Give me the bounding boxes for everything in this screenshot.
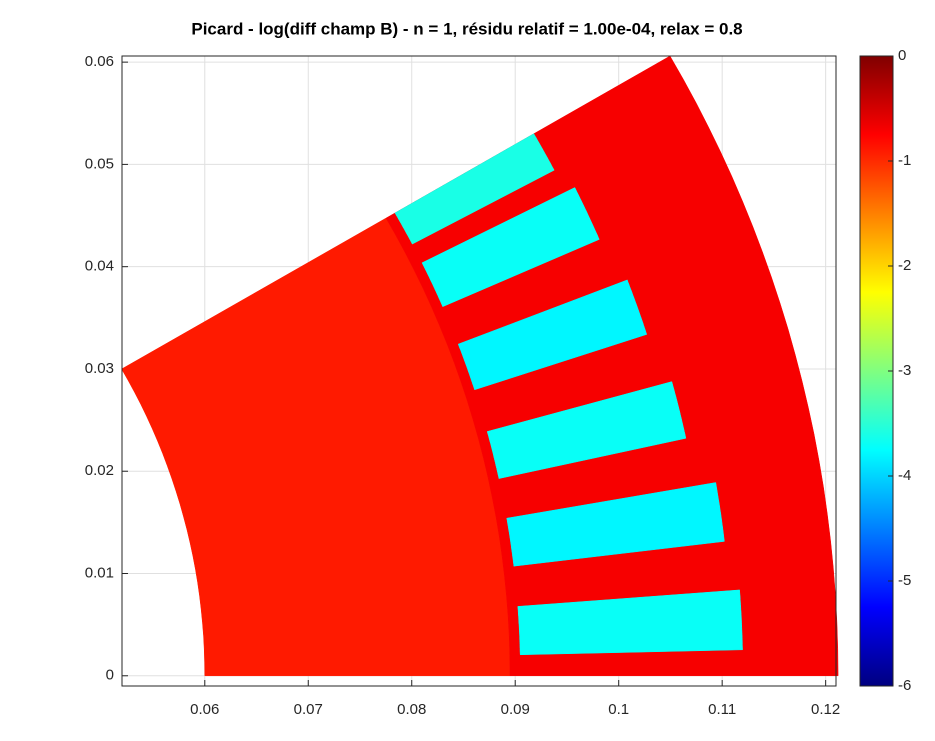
y-tick-label: 0.03 bbox=[85, 360, 114, 377]
field-region bbox=[517, 589, 743, 656]
x-tick-label: 0.09 bbox=[501, 701, 530, 718]
y-tick-label: 0.02 bbox=[85, 462, 114, 479]
y-tick-label: 0.05 bbox=[85, 155, 114, 172]
field-region bbox=[421, 187, 600, 308]
colorbar bbox=[859, 55, 894, 687]
colorbar-tick-label: -2 bbox=[898, 257, 911, 274]
colorbar-tick-label: -1 bbox=[898, 152, 911, 169]
y-tick-label: 0 bbox=[106, 667, 114, 684]
x-tick-label: 0.08 bbox=[397, 701, 426, 718]
y-tick-label: 0.06 bbox=[85, 53, 114, 70]
x-tick-label: 0.07 bbox=[294, 701, 323, 718]
field-region bbox=[457, 279, 648, 391]
field-region bbox=[385, 55, 839, 677]
chart-title: Picard - log(diff champ B) - n = 1, rési… bbox=[191, 19, 742, 38]
colorbar-tick-label: -6 bbox=[898, 677, 911, 694]
x-tick-label: 0.11 bbox=[708, 701, 736, 718]
field-region bbox=[486, 381, 687, 479]
field-region bbox=[394, 133, 555, 245]
field-region bbox=[506, 482, 725, 567]
axes-box bbox=[121, 55, 837, 687]
x-tick-label: 0.12 bbox=[811, 701, 840, 718]
x-tick-label: 0.1 bbox=[608, 701, 629, 718]
y-tick-label: 0.01 bbox=[85, 564, 114, 581]
x-tick-label: 0.06 bbox=[190, 701, 219, 718]
colorbar-tick-label: 0 bbox=[898, 47, 906, 64]
y-tick-label: 0.04 bbox=[85, 258, 114, 275]
colorbar-tick-label: -3 bbox=[898, 362, 911, 379]
colorbar-tick-label: -5 bbox=[898, 572, 911, 589]
colorbar-tick-label: -4 bbox=[898, 467, 911, 484]
